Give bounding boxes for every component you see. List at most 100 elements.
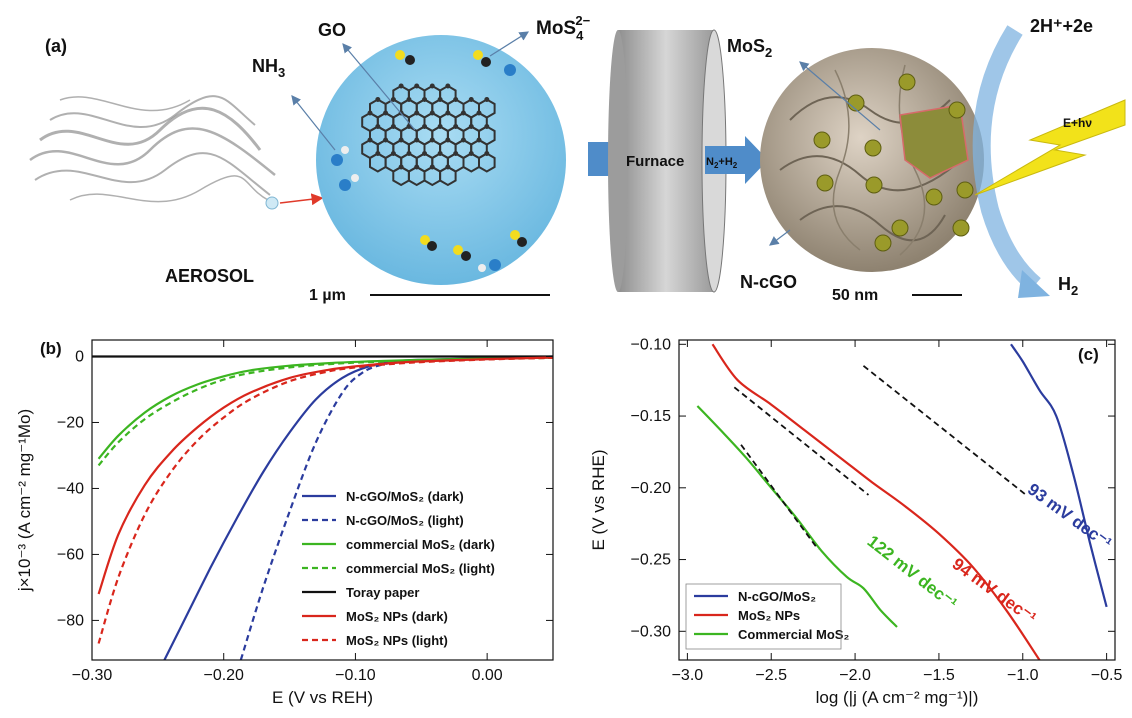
legend-label: N-cGO/MoS₂ (dark) [346,489,464,504]
tafel-fit-line [740,444,819,551]
go-atom [414,137,420,143]
go-atom [484,151,490,156]
go-atom [437,151,443,156]
tafel-slope-label: 93 mV dec⁻¹ [1024,480,1115,554]
legend-label: N-cGO/MoS₂ [738,589,816,604]
gas-label: N2+H2 [706,156,738,170]
go-atom [414,164,420,170]
her-arrowhead [1018,270,1050,298]
y-tick-label: −0.30 [631,623,672,640]
y-tick-label: −40 [57,480,84,497]
aerosol-label: AEROSOL [165,266,254,286]
go-atom [453,97,459,102]
y-tick-label: −0.25 [631,552,672,569]
legend-label: MoS₂ NPs (light) [346,633,448,648]
go-atom [375,151,381,156]
series-line [97,356,553,467]
go-atom [468,97,474,102]
series-line [711,343,1041,660]
go-atom [422,151,428,156]
go-atom [406,151,412,156]
go-atom [429,83,435,89]
tafel-fit-line [862,365,1027,496]
x-tick-label: −0.20 [203,667,244,684]
go-pointer [342,43,416,131]
aerosol-droplet [265,196,279,210]
series-line [97,356,553,460]
go-atom [422,97,428,102]
go-atom [375,124,381,129]
scalebar-50nm-label: 50 nm [832,287,878,304]
droplet-sphere [316,35,566,285]
go-atom [398,164,404,170]
y-tick-label: −20 [57,414,84,431]
mos2-pointer [799,61,881,131]
go-atom [367,137,373,143]
panel-letter: (b) [40,339,62,358]
series-line [1010,343,1108,608]
go-atom [383,110,389,116]
furnace-label: Furnace [626,153,684,170]
series-line [97,356,553,595]
legend-label: N-cGO/MoS₂ (light) [346,513,464,528]
go-atom [445,83,451,89]
legend-label: MoS₂ NPs [738,608,800,623]
x-axis-label: log (|j (A cm⁻² mg⁻¹)|) [816,688,979,707]
y-tick-label: −80 [57,612,84,629]
go-atom [414,110,420,116]
ncgo-pointer [769,229,791,246]
go-atom [460,137,466,143]
go-label: GO [318,20,346,40]
go-atom [390,97,396,102]
x-tick-label: −1.5 [923,667,955,684]
lightning-icon [974,99,1126,196]
x-tick-label: −0.5 [1091,667,1123,684]
legend-box [685,583,842,650]
tafel-slope-label: 122 mV dec⁻¹ [864,532,961,614]
ncgo-label: N-cGO [740,272,797,292]
go-atom [429,137,435,143]
go-atom [476,137,482,143]
y-tick-label: −0.10 [631,336,672,353]
x-tick-label: 0.00 [472,667,503,684]
tafel-fit-line [733,386,870,496]
droplet-zoom-arrow [279,193,324,206]
go-atom [453,151,459,156]
x-tick-label: −2.5 [755,667,787,684]
go-ring [439,165,457,187]
go-atom [367,110,373,116]
light-label: E+hν [1063,116,1092,130]
flow-arrow-out [705,136,768,184]
go-atom [445,110,451,116]
x-tick-label: −0.10 [335,667,376,684]
go-ring [478,152,496,173]
her-arrow [972,25,1041,292]
legend-label: commercial MoS₂ (dark) [346,537,495,552]
go-atom [390,151,396,156]
y-tick-label: −60 [57,546,84,563]
legend-label: commercial MoS₂ (light) [346,561,495,576]
legend-label: MoS₂ NPs (dark) [346,609,448,624]
series-line [97,356,553,644]
nh3-pointer [291,95,336,151]
nh3-molecules [331,64,516,272]
nh3-label: NH3 [252,56,285,80]
go-atom [406,97,412,102]
x-tick-label: −1.0 [1007,667,1039,684]
x-tick-label: −2.0 [839,667,871,684]
synthesis-scheme: (a) AEROSOL NH3 GO MoS42− 1 µm [29,13,1126,304]
panel-a-letter: (a) [45,36,67,56]
h2-label: H2 [1058,274,1078,298]
mos4-molecules [395,50,527,261]
legend-label: Commercial MoS₂ [738,627,849,642]
go-atom [414,83,420,89]
plot-frame [91,339,554,661]
go-atom [437,124,443,129]
go-atom [398,83,404,89]
go-atom [429,164,435,170]
go-atom [429,110,435,116]
go-atom [476,110,482,116]
x-axis-label: E (V vs REH) [272,688,373,707]
go-atom [375,97,381,102]
